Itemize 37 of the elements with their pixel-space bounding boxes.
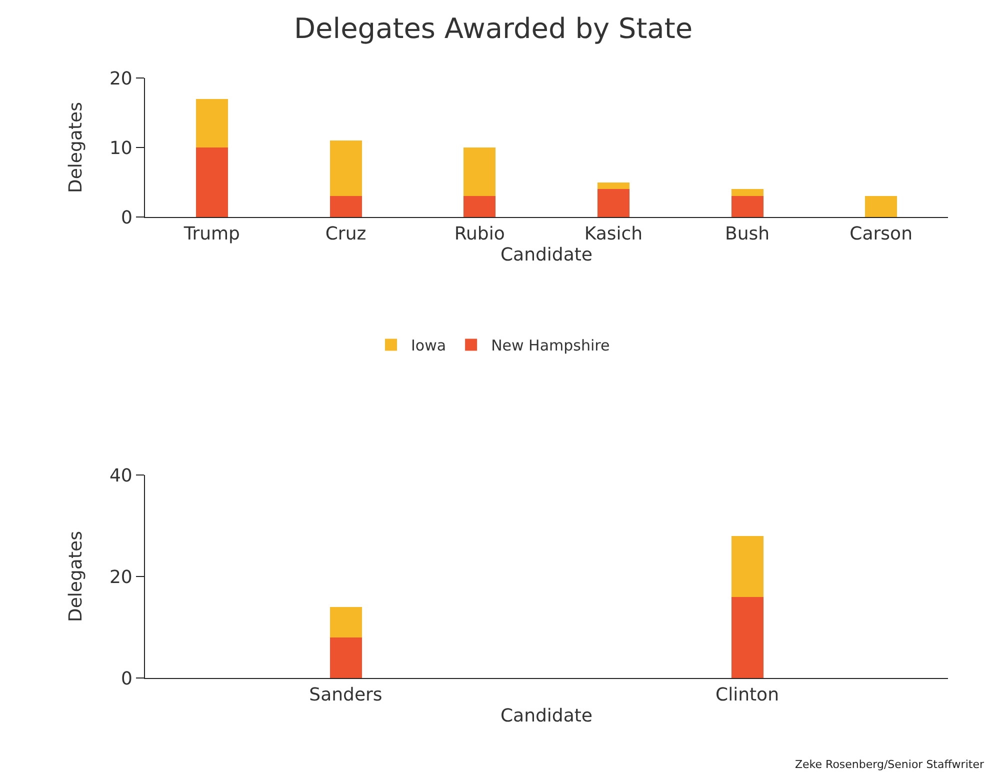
bar: [196, 148, 228, 217]
bar: [731, 596, 764, 678]
bar: [464, 196, 496, 217]
bar: [330, 637, 362, 678]
y-tick-label: 0: [120, 207, 132, 228]
bar: [597, 182, 630, 190]
bar: [330, 196, 362, 217]
bar: [330, 140, 362, 196]
bar: [330, 606, 362, 638]
x-tick-label: Clinton: [716, 684, 779, 706]
text: Zeke Rosenberg/Senior Staffwriter: [795, 758, 984, 771]
bar: [597, 189, 630, 217]
legend-label: New Hampshire: [491, 336, 610, 355]
x-axis-title: Candidate: [500, 244, 593, 266]
x-tick-label: Sanders: [309, 684, 382, 706]
y-axis-title: Delegates: [66, 102, 87, 193]
x-tick-label: Cruz: [325, 224, 366, 245]
chart-title: Delegates Awarded by State: [294, 12, 693, 45]
x-axis-title: Candidate: [500, 706, 593, 727]
x-tick-label: Bush: [724, 224, 770, 245]
x-tick-label: Carson: [850, 224, 912, 245]
y-tick-label: 0: [120, 668, 132, 690]
bar: [464, 148, 496, 196]
x-tick-label: Kasich: [584, 224, 643, 245]
y-axis-title: Delegates: [66, 531, 87, 622]
y-tick-label: 20: [109, 566, 132, 588]
bar: [731, 536, 764, 597]
bar: [731, 189, 764, 196]
y-tick-label: 40: [109, 465, 132, 486]
bar: [865, 196, 898, 217]
y-tick-label: 20: [109, 68, 132, 90]
y-tick-label: 10: [109, 138, 132, 159]
bar: [196, 98, 228, 148]
x-tick-label: Trump: [182, 224, 240, 245]
legend-label: Iowa: [411, 336, 446, 355]
x-tick-label: Rubio: [454, 224, 505, 245]
bar: [731, 196, 764, 217]
